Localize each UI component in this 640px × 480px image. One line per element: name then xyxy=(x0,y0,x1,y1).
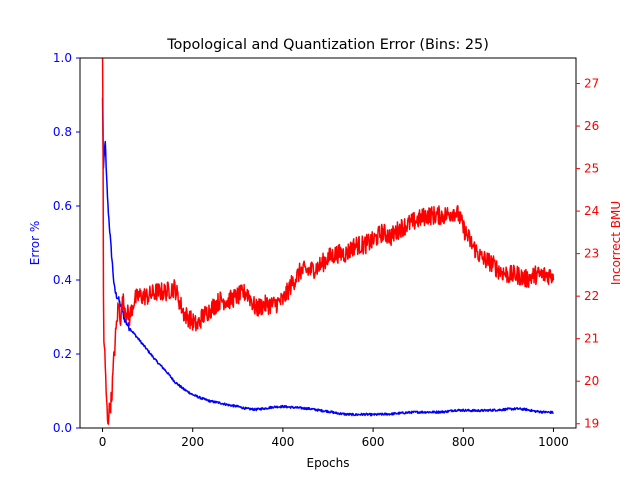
y-right-tick-label: 27 xyxy=(584,77,599,91)
x-tick-label: 1000 xyxy=(538,435,569,449)
plot-frame xyxy=(79,57,577,429)
y-left-tick-label: 0.4 xyxy=(53,273,72,287)
x-tick-label: 400 xyxy=(271,435,294,449)
y-left-axis-title: Error % xyxy=(28,221,42,265)
y-left-tick-label: 1.0 xyxy=(53,51,72,65)
y-right-tick-label: 21 xyxy=(584,332,599,346)
y-left-tick-label: 0.0 xyxy=(53,421,72,435)
y-right-tick-label: 20 xyxy=(584,374,599,388)
axes: 0 200 400 600 800 1000 0.0 0.2 0.4 0.6 0.8 1.0 19 20 2… xyxy=(53,51,599,449)
quantization-error-line xyxy=(101,97,554,417)
y-right-axis-title: Incorrect BMU xyxy=(609,201,623,285)
x-tick-label: 600 xyxy=(362,435,385,449)
y-left-tick-label: 0.6 xyxy=(53,199,72,213)
y-right-tick-label: 25 xyxy=(584,162,599,176)
x-tick-label: 200 xyxy=(181,435,204,449)
plot-area xyxy=(101,58,555,425)
y-right-tick-label: 23 xyxy=(584,247,599,261)
y-right-tick-label: 22 xyxy=(584,289,599,303)
x-tick-label: 800 xyxy=(452,435,475,449)
chart-title: Topological and Quantization Error (Bins… xyxy=(166,37,489,53)
y-right-tick-label: 26 xyxy=(584,119,599,133)
x-axis-title: Epochs xyxy=(307,456,350,470)
y-left-tick-label: 0.2 xyxy=(53,347,72,361)
y-right-tick-label: 19 xyxy=(584,417,599,431)
x-tick-label: 0 xyxy=(99,435,107,449)
y-right-tick-label: 24 xyxy=(584,204,599,218)
topological-error-line xyxy=(101,58,555,425)
y-left-tick-label: 0.8 xyxy=(53,125,72,139)
